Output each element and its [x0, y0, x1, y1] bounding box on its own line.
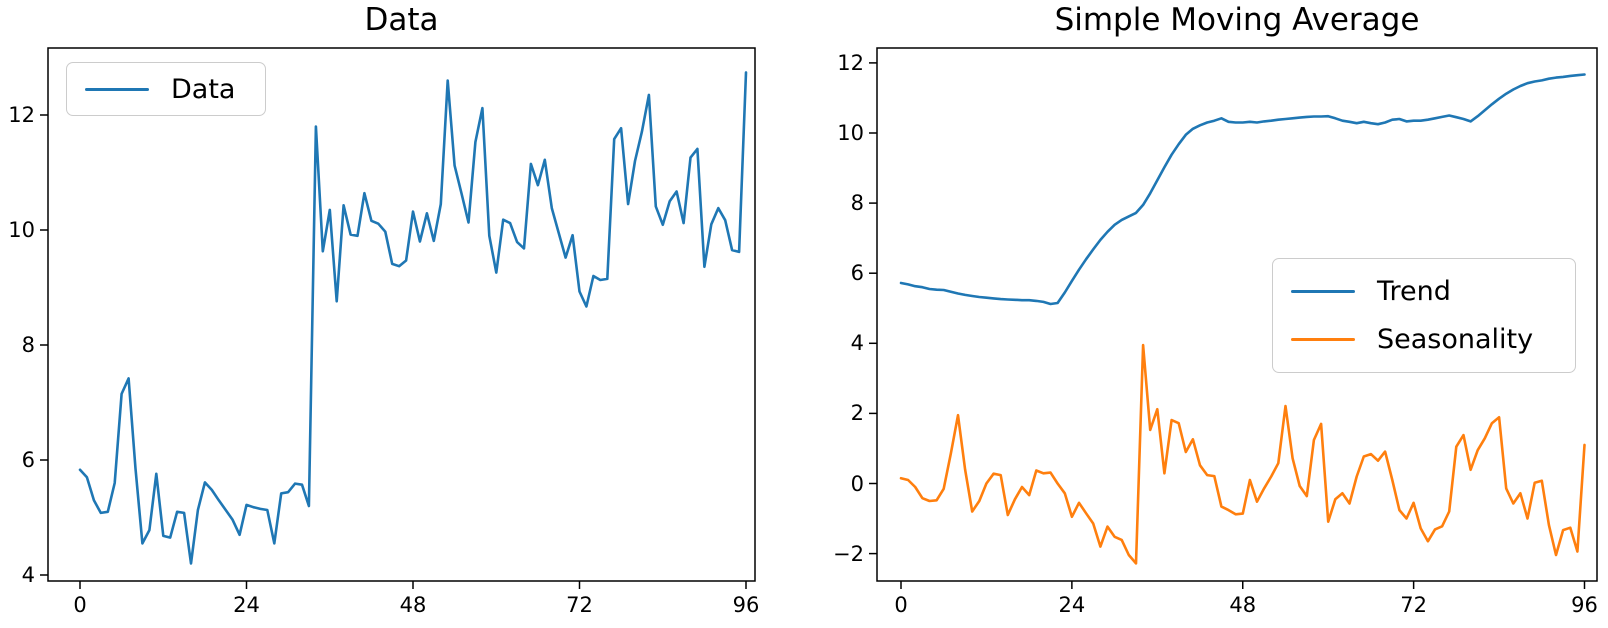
series-line-seasonality	[899, 343, 1586, 565]
x-tick-label: 96	[1571, 593, 1598, 617]
legend-sma-chart: Trend Seasonality	[1272, 258, 1576, 373]
x-tick-label: 24	[1058, 593, 1086, 617]
x-tick-label: 72	[1400, 593, 1427, 617]
y-tick-label: 4	[850, 331, 864, 356]
legend-label-trend: Trend	[1377, 276, 1451, 307]
data-series-swatch	[85, 87, 149, 91]
axes-spines	[47, 47, 756, 582]
y-tick-label: 4	[21, 563, 35, 587]
legend-row-trend: Trend	[1273, 276, 1575, 307]
y-tick-label: 8	[21, 333, 35, 357]
x-tick-label: 0	[73, 593, 87, 617]
y-tick-label: 10	[8, 218, 35, 242]
series-line-trend	[899, 73, 1586, 306]
y-tick-label: −2	[833, 541, 864, 566]
trend-series-swatch	[1291, 290, 1355, 293]
seasonality-series-swatch	[1291, 338, 1355, 341]
x-tick-label: 24	[233, 593, 260, 617]
legend-label-data: Data	[171, 73, 236, 105]
chart-title-sma: Simple Moving Average	[1054, 2, 1420, 38]
x-tick-label: 48	[1229, 593, 1257, 617]
y-tick-label: 6	[850, 261, 864, 286]
x-tick-label: 72	[566, 593, 593, 617]
legend-row-seasonality: Seasonality	[1273, 324, 1575, 355]
y-tick-label: 8	[850, 191, 864, 216]
legend-data-chart: Data	[66, 62, 266, 116]
y-tick-label: 6	[21, 448, 35, 472]
y-tick-label: 12	[8, 103, 35, 127]
series-line-data	[78, 71, 748, 565]
legend-label-seasonality: Seasonality	[1377, 324, 1534, 355]
y-tick-label: 0	[850, 471, 864, 496]
x-tick-label: 0	[894, 593, 908, 617]
y-tick-label: 10	[837, 121, 864, 145]
axes-spines	[876, 47, 1598, 582]
x-tick-label: 48	[399, 593, 427, 617]
chart-title-data: Data	[364, 2, 439, 38]
y-tick-label: 2	[850, 401, 864, 426]
x-tick-label: 96	[732, 593, 760, 617]
y-tick-label: 12	[837, 50, 864, 75]
legend-row-data: Data	[67, 74, 265, 105]
